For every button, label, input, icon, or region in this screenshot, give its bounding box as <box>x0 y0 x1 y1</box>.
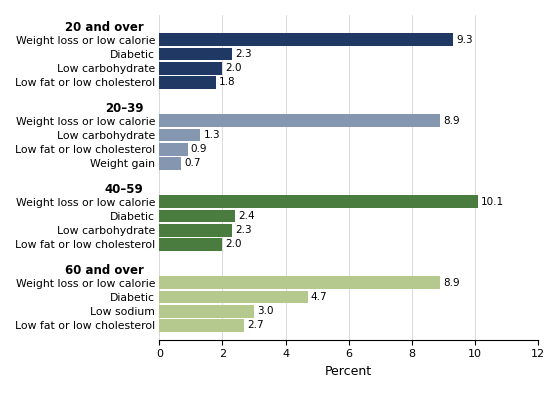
Bar <box>159 143 188 156</box>
Bar <box>159 62 222 75</box>
Bar <box>159 238 222 251</box>
Bar <box>159 305 254 318</box>
Bar <box>159 129 200 141</box>
Text: 2.3: 2.3 <box>235 49 251 59</box>
Text: 3.0: 3.0 <box>257 306 274 316</box>
X-axis label: Percent: Percent <box>325 365 372 378</box>
Text: 20 and over: 20 and over <box>65 21 143 34</box>
Bar <box>159 291 307 303</box>
Bar <box>159 114 440 127</box>
Bar <box>159 157 181 170</box>
Bar <box>159 195 478 208</box>
Text: 4.7: 4.7 <box>311 292 328 302</box>
Text: 2.0: 2.0 <box>226 239 242 250</box>
Text: 1.8: 1.8 <box>220 77 236 88</box>
Text: 40–59: 40–59 <box>105 183 143 196</box>
Bar <box>159 48 232 60</box>
Text: 60 and over: 60 and over <box>64 264 143 277</box>
Bar <box>159 319 245 332</box>
Text: 2.3: 2.3 <box>235 225 251 235</box>
Text: 20–39: 20–39 <box>105 102 143 115</box>
Text: 1.3: 1.3 <box>203 130 220 140</box>
Text: 9.3: 9.3 <box>456 35 473 45</box>
Text: 8.9: 8.9 <box>444 116 460 126</box>
Bar <box>159 76 216 89</box>
Bar <box>159 276 440 289</box>
Text: 0.7: 0.7 <box>185 158 201 169</box>
Text: 2.7: 2.7 <box>248 320 264 331</box>
Text: 0.9: 0.9 <box>191 144 207 154</box>
Text: 8.9: 8.9 <box>444 278 460 288</box>
Text: 2.4: 2.4 <box>238 211 255 221</box>
Text: 10.1: 10.1 <box>481 197 504 207</box>
Bar <box>159 210 235 222</box>
Text: 2.0: 2.0 <box>226 63 242 73</box>
Bar <box>159 224 232 237</box>
Bar <box>159 33 452 46</box>
